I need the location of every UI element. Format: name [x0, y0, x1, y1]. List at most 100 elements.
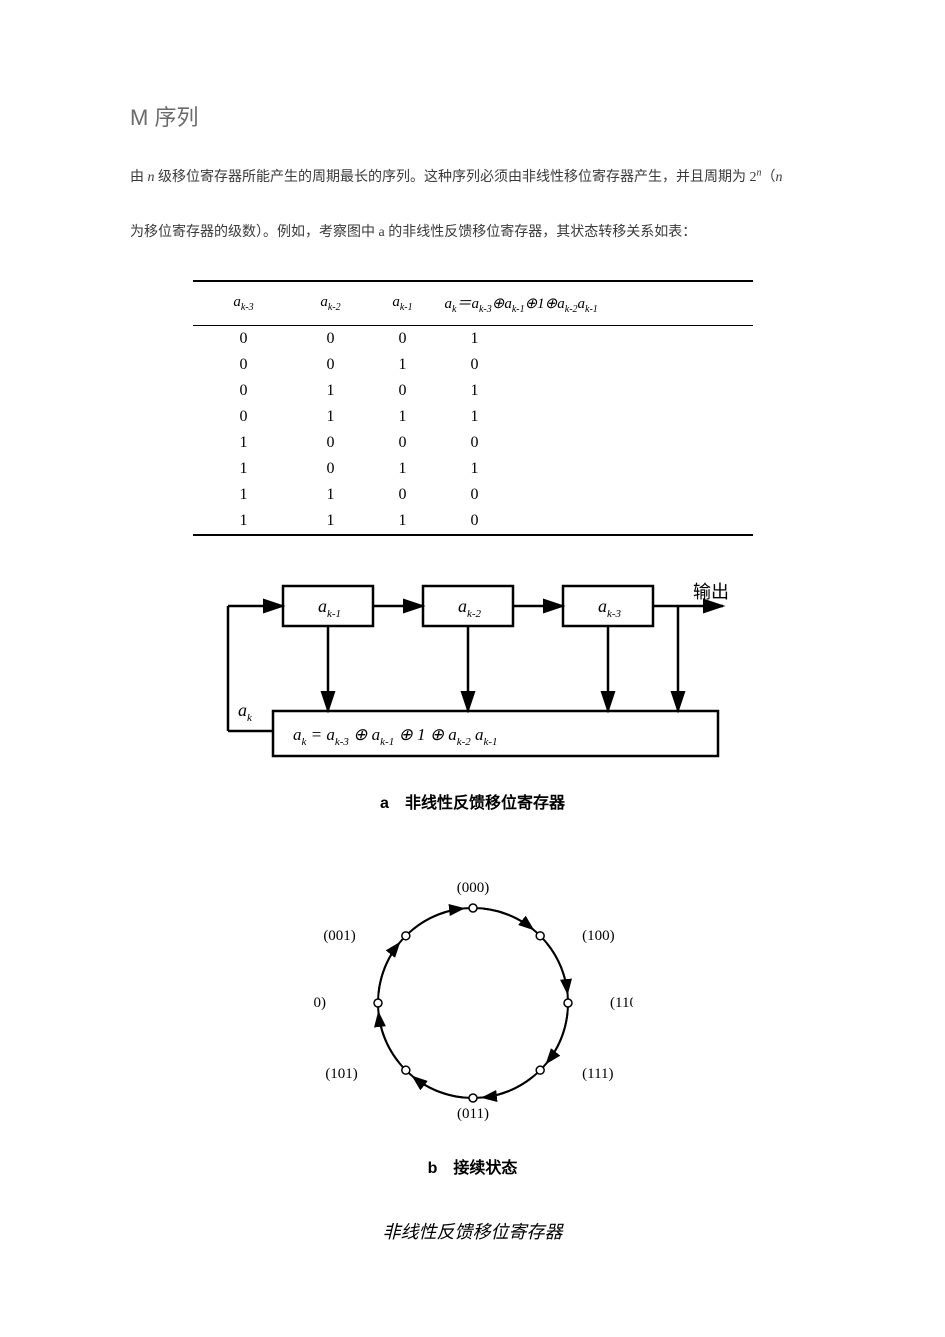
table-cell: 0	[295, 430, 367, 456]
table-cell	[511, 326, 753, 353]
caption-b: b 接续状态	[313, 1154, 633, 1178]
page-title: M 序列	[130, 100, 815, 132]
table-cell: 0	[193, 404, 295, 430]
table-cell: 0	[439, 508, 511, 535]
table-cell: 1	[439, 326, 511, 353]
table-cell: 0	[367, 326, 439, 353]
sub: k-3	[607, 608, 622, 620]
sub: k-3	[334, 736, 349, 748]
svg-text:ak = ak-3 ⊕ ak-1 ⊕ 1 ⊕ a: ak = ak-3 ⊕ ak-1 ⊕ 1 ⊕ ak-2 ak-1	[293, 725, 498, 748]
state-edge	[482, 909, 532, 930]
state-node	[536, 1066, 544, 1074]
table-cell: 1	[367, 508, 439, 535]
table-header-row: ak-3 ak-2 ak-1 ak＝ak-3⊕ak-1⊕1⊕ak-2ak-1	[193, 281, 753, 326]
state-edge	[413, 909, 463, 930]
state-label: (001)	[323, 928, 356, 944]
table-cell: 1	[439, 378, 511, 404]
state-nodes: (000)(100)(110)(111)(011)(101)(010)(001)	[313, 880, 633, 1122]
table: ak-3 ak-2 ak-1 ak＝ak-3⊕ak-1⊕1⊕ak-2ak-1 0…	[193, 280, 753, 536]
output-label: 输出	[693, 582, 729, 602]
box-label: a	[598, 596, 607, 616]
table-row: 1100	[193, 482, 753, 508]
t: ⊕ 1 ⊕ a	[394, 725, 457, 744]
svg-text:ak-1: ak-1	[318, 596, 341, 620]
paragraph-1: 由 n 级移位寄存器所能产生的周期最长的序列。这种序列必须由非线性移位寄存器产生…	[130, 160, 815, 195]
table-cell	[511, 352, 753, 378]
table-cell	[511, 508, 753, 535]
table-cell: 0	[295, 352, 367, 378]
state-edge	[378, 943, 399, 993]
table-cell: 0	[367, 482, 439, 508]
table-cell	[511, 430, 753, 456]
state-edge	[482, 1077, 532, 1098]
state-edge	[413, 1077, 463, 1098]
text: a	[578, 296, 586, 312]
state-label: (000)	[456, 880, 489, 896]
state-circle-svg: (000)(100)(110)(111)(011)(101)(010)(001)	[313, 863, 633, 1143]
sub: k-1	[483, 736, 497, 748]
svg-text:ak: ak	[238, 700, 253, 724]
state-node	[469, 904, 477, 912]
table-row: 0101	[193, 378, 753, 404]
state-edge	[546, 943, 567, 993]
t: = a	[306, 725, 334, 744]
col-header: ak-1	[367, 281, 439, 326]
paragraph-2: 为移位寄存器的级数）。例如，考察图中 a 的非线性反馈移位寄存器，其状态转移关系…	[130, 215, 815, 250]
table-cell: 1	[367, 352, 439, 378]
state-node	[469, 1094, 477, 1102]
table-cell: 1	[439, 456, 511, 482]
table-cell: 1	[367, 456, 439, 482]
state-node	[374, 999, 382, 1007]
state-edge	[378, 1013, 399, 1063]
table-body: 00010010010101111000101111001110	[193, 326, 753, 536]
state-label: (111)	[582, 1066, 613, 1082]
sub: k-2	[565, 304, 578, 315]
var: a	[320, 294, 328, 310]
sub: k	[247, 712, 253, 724]
t: a	[470, 725, 483, 744]
table-cell: 0	[295, 326, 367, 353]
sub: k-2	[328, 302, 341, 313]
text: ⊕a	[492, 296, 512, 312]
box-label: a	[458, 596, 467, 616]
t: a	[293, 725, 302, 744]
table-cell: 0	[439, 482, 511, 508]
state-node	[564, 999, 572, 1007]
diagram-a: ak-1 ak-2 ak-3 输出 ak ak = ak-3 ⊕ a	[193, 576, 753, 813]
table-cell: 0	[193, 326, 295, 353]
page: M 序列 由 n 级移位寄存器所能产生的周期最长的序列。这种序列必须由非线性移位…	[0, 0, 945, 1304]
table-cell: 1	[193, 508, 295, 535]
state-node	[401, 1066, 409, 1074]
figure-caption: 非线性反馈移位寄存器	[130, 1218, 815, 1244]
table-cell: 1	[295, 378, 367, 404]
table-cell: 0	[439, 430, 511, 456]
table-cell: 1	[193, 456, 295, 482]
sub: k-3	[479, 304, 492, 315]
col-header: ak-3	[193, 281, 295, 326]
svg-text:ak-3: ak-3	[598, 596, 622, 620]
sub: k-1	[585, 304, 598, 315]
var-n: n	[148, 170, 155, 185]
table-cell: 1	[295, 508, 367, 535]
table-row: 0010	[193, 352, 753, 378]
sub: k-1	[327, 608, 341, 620]
box-label: a	[318, 596, 327, 616]
state-label: (010)	[313, 995, 326, 1011]
var-n: n	[776, 170, 783, 185]
table-cell	[511, 404, 753, 430]
sub: k-3	[241, 302, 254, 313]
table-cell: 1	[439, 404, 511, 430]
sub: k-1	[400, 302, 413, 313]
table-cell: 0	[193, 352, 295, 378]
table-cell: 1	[367, 404, 439, 430]
ak-label: a	[238, 700, 247, 720]
sub: k-1	[512, 304, 525, 315]
var: a	[392, 294, 400, 310]
state-node	[401, 932, 409, 940]
table-cell: 1	[295, 482, 367, 508]
sub: k-2	[456, 736, 471, 748]
table-row: 1000	[193, 430, 753, 456]
table-cell	[511, 482, 753, 508]
table-cell: 0	[439, 352, 511, 378]
table-row: 1110	[193, 508, 753, 535]
